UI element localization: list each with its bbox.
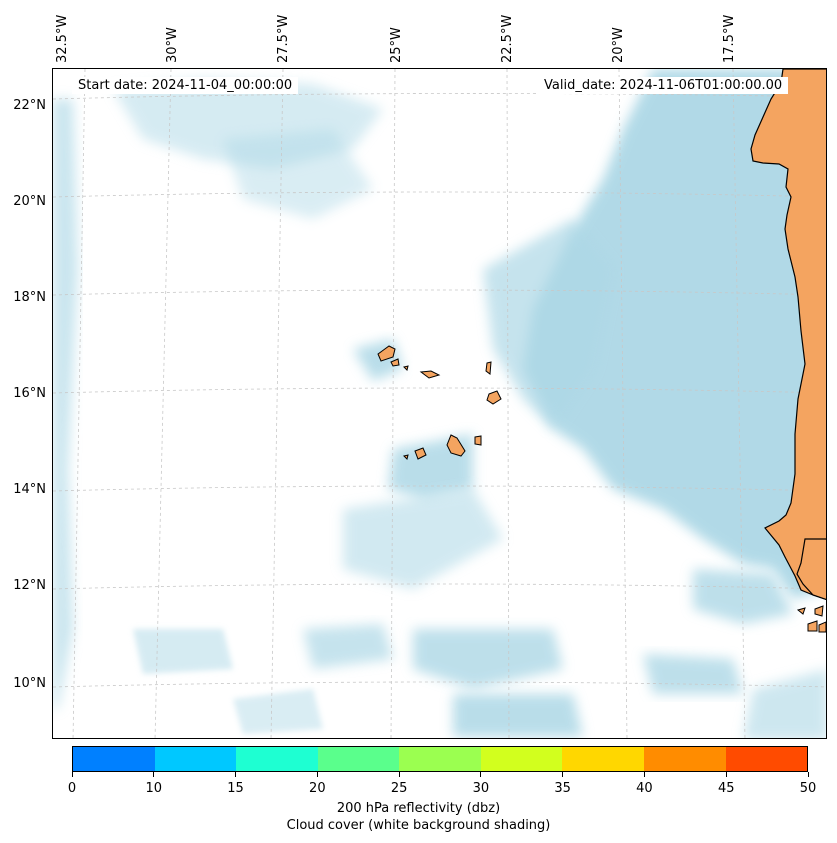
colorbar-title: 200 hPa reflectivity (dbz)	[336, 801, 501, 816]
colorbar-subtitle: Cloud cover (white background shading)	[286, 818, 551, 833]
lon-label-30w: 30°W	[165, 27, 180, 63]
colorbar-tick-label: 30	[472, 781, 490, 796]
lon-label-17-5w: 17.5°W	[722, 14, 737, 63]
colorbar-tick	[643, 772, 645, 777]
island-sao-nicolau	[419, 370, 441, 379]
colorbar-tick	[725, 772, 727, 777]
island-boa-vista	[486, 390, 502, 405]
island-sao-vicente	[390, 358, 400, 367]
lon-label-27-5w: 27.5°W	[276, 14, 291, 63]
colorbar-segment	[480, 747, 563, 771]
colorbar-tick	[807, 772, 809, 777]
colorbar-tick	[153, 772, 155, 777]
bissagos-islands	[796, 605, 826, 633]
colorbar-segment	[73, 747, 155, 771]
colorbar-tick-label: 10	[145, 781, 163, 796]
lat-label-22n: 22°N	[13, 98, 46, 113]
lat-label-16n: 16°N	[13, 386, 46, 401]
island-fogo	[414, 447, 427, 460]
island-santo-antao	[377, 345, 396, 362]
cloud-cover-shading	[53, 69, 826, 738]
lon-label-25w: 25°W	[389, 27, 404, 63]
colorbar-tick-label: 0	[67, 781, 77, 796]
lat-label-20n: 20°N	[13, 194, 46, 209]
island-maio	[474, 435, 482, 446]
colorbar-tick-label: 50	[799, 781, 817, 796]
lat-label-10n: 10°N	[13, 676, 46, 691]
colorbar-tick	[480, 772, 482, 777]
lon-label-32-5w: 32.5°W	[55, 14, 70, 63]
colorbar-segment	[399, 747, 481, 771]
map-canvas	[53, 69, 826, 738]
africa-coast-land	[750, 69, 826, 600]
colorbar-tick	[316, 772, 318, 777]
lat-label-12n: 12°N	[13, 578, 46, 593]
reflectivity-colorbar	[72, 746, 808, 772]
colorbar-tick	[235, 772, 237, 777]
lon-label-22-5w: 22.5°W	[500, 14, 515, 63]
colorbar-tick-label: 40	[636, 781, 653, 796]
colorbar-tick-label: 15	[227, 781, 244, 796]
island-brava	[403, 454, 409, 460]
colorbar-segment	[562, 747, 644, 771]
island-sal	[485, 361, 492, 375]
colorbar-tick-label: 45	[717, 781, 735, 796]
colorbar-tick-label: 35	[554, 781, 571, 796]
map-panel[interactable]	[52, 68, 827, 739]
colorbar-tick-label: 20	[309, 781, 326, 796]
island-santa-luzia	[403, 365, 409, 371]
colorbar-tick	[71, 772, 73, 777]
colorbar-segment	[643, 747, 726, 771]
colorbar-segment	[236, 747, 318, 771]
valid-date-label: Valid_date: 2024-11-06T01:00:00.00	[538, 77, 789, 94]
colorbar-segment	[725, 747, 808, 771]
colorbar-tick-label: 25	[390, 781, 408, 796]
cape-verde-islands	[377, 345, 502, 460]
lat-label-14n: 14°N	[13, 482, 46, 497]
colorbar-tick	[562, 772, 564, 777]
start-date-label: Start date: 2024-11-04_00:00:00	[72, 77, 299, 94]
colorbar-segment	[154, 747, 237, 771]
colorbar-tick	[398, 772, 400, 777]
lon-label-20w: 20°W	[611, 27, 626, 63]
senegal-coast-land	[796, 538, 826, 600]
colorbar-segment	[317, 747, 400, 771]
graticule	[53, 69, 826, 738]
island-santiago	[446, 434, 466, 457]
lat-label-18n: 18°N	[13, 290, 46, 305]
